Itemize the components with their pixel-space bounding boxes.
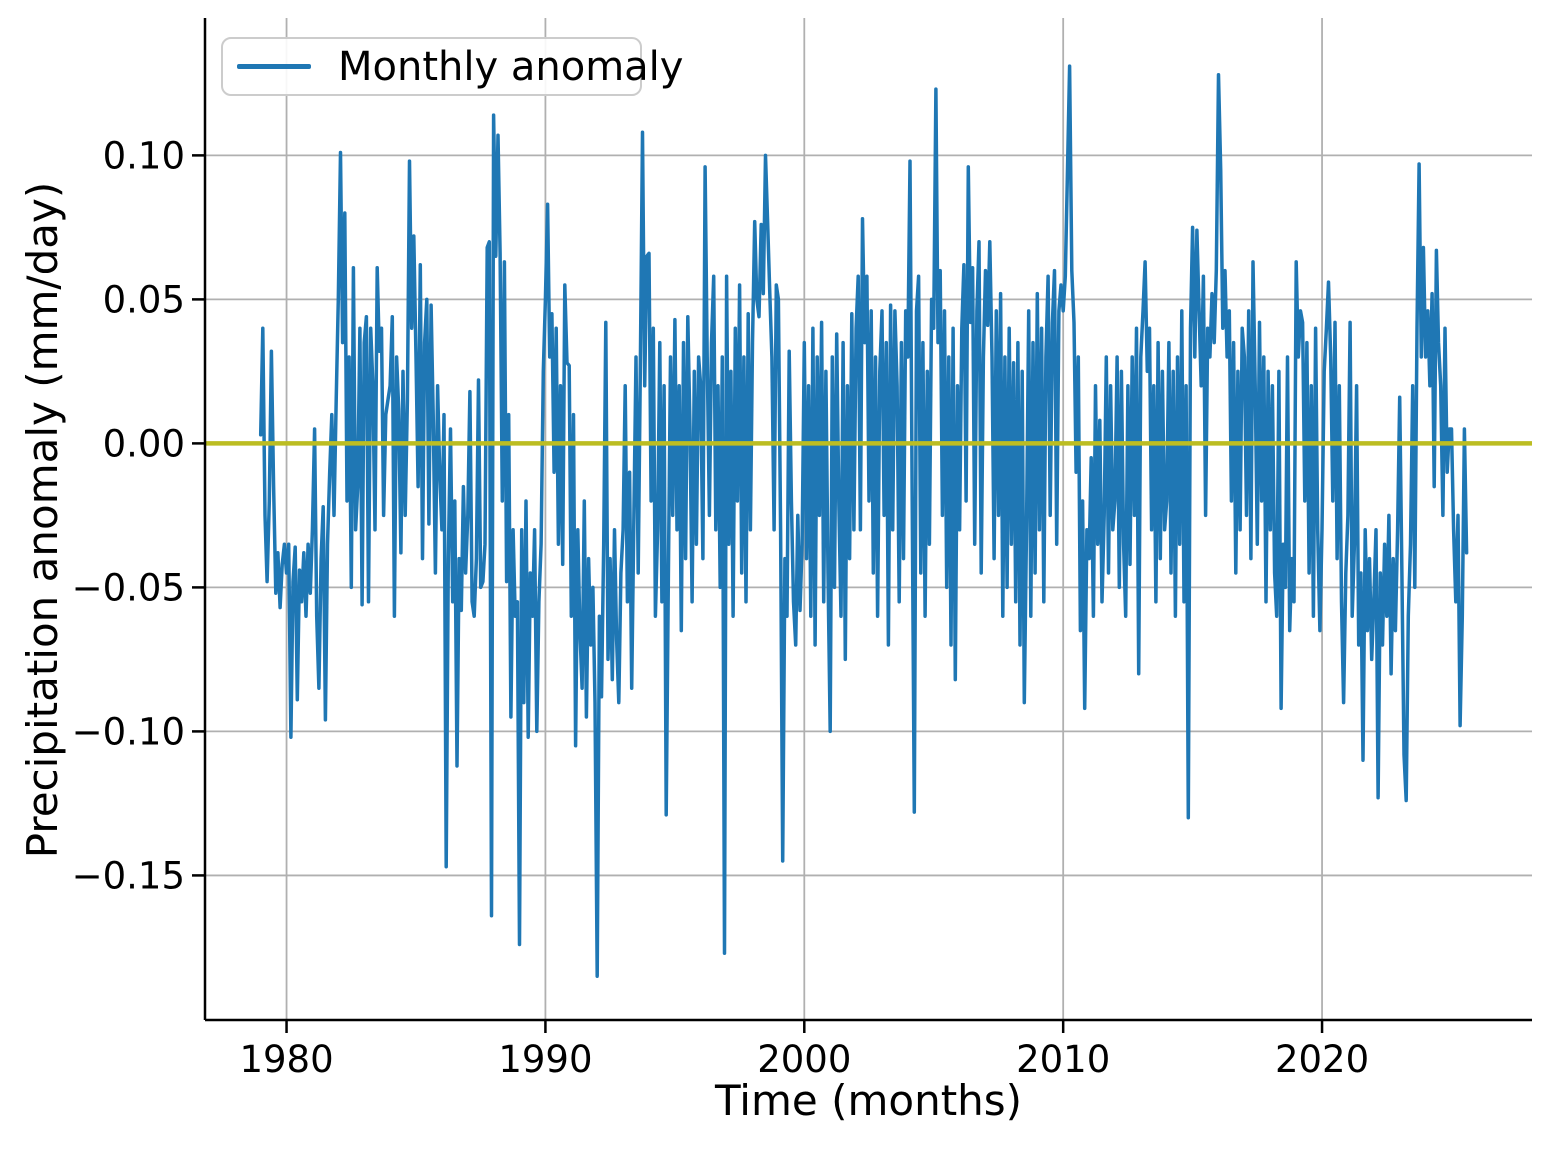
- y-tick-label: −0.10: [72, 710, 185, 753]
- x-axis-label: Time (months): [714, 1076, 1023, 1125]
- y-tick-label: 0.00: [103, 422, 185, 465]
- y-axis-label: Precipitation anomaly (mm/day): [18, 181, 67, 859]
- x-tick-label: 2020: [1275, 1038, 1369, 1081]
- y-tick-label: 0.10: [103, 134, 185, 177]
- x-tick-label: 1990: [498, 1038, 592, 1081]
- x-tick-label: 2010: [1016, 1038, 1110, 1081]
- data-line: [258, 64, 1469, 978]
- legend: Monthly anomaly: [221, 37, 683, 96]
- x-tick-label: 1980: [239, 1038, 333, 1081]
- legend-label: Monthly anomaly: [338, 43, 684, 90]
- y-tick-label: −0.05: [72, 566, 185, 609]
- legend-line-sample: [237, 64, 311, 69]
- y-tick-label: −0.15: [72, 854, 185, 897]
- y-tick-label: 0.05: [103, 278, 185, 321]
- x-tick-label: 2000: [757, 1038, 851, 1081]
